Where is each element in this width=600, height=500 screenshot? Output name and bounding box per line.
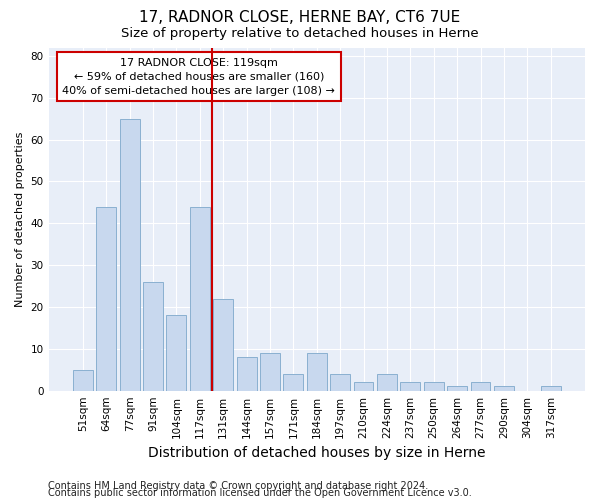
Bar — [120, 118, 140, 390]
Bar — [541, 386, 560, 390]
Bar — [377, 374, 397, 390]
Bar — [283, 374, 304, 390]
Bar — [330, 374, 350, 390]
Bar — [260, 353, 280, 391]
X-axis label: Distribution of detached houses by size in Herne: Distribution of detached houses by size … — [148, 446, 485, 460]
Bar — [494, 386, 514, 390]
Bar — [166, 316, 187, 390]
Bar — [73, 370, 93, 390]
Text: Size of property relative to detached houses in Herne: Size of property relative to detached ho… — [121, 28, 479, 40]
Bar — [400, 382, 420, 390]
Bar — [447, 386, 467, 390]
Bar — [424, 382, 443, 390]
Bar — [190, 206, 210, 390]
Bar — [143, 282, 163, 391]
Bar — [213, 298, 233, 390]
Bar — [470, 382, 490, 390]
Bar — [236, 357, 257, 390]
Text: Contains public sector information licensed under the Open Government Licence v3: Contains public sector information licen… — [48, 488, 472, 498]
Text: Contains HM Land Registry data © Crown copyright and database right 2024.: Contains HM Land Registry data © Crown c… — [48, 481, 428, 491]
Bar — [97, 206, 116, 390]
Bar — [353, 382, 373, 390]
Text: 17, RADNOR CLOSE, HERNE BAY, CT6 7UE: 17, RADNOR CLOSE, HERNE BAY, CT6 7UE — [139, 10, 461, 25]
Text: 17 RADNOR CLOSE: 119sqm
← 59% of detached houses are smaller (160)
40% of semi-d: 17 RADNOR CLOSE: 119sqm ← 59% of detache… — [62, 58, 335, 96]
Y-axis label: Number of detached properties: Number of detached properties — [15, 132, 25, 307]
Bar — [307, 353, 327, 391]
